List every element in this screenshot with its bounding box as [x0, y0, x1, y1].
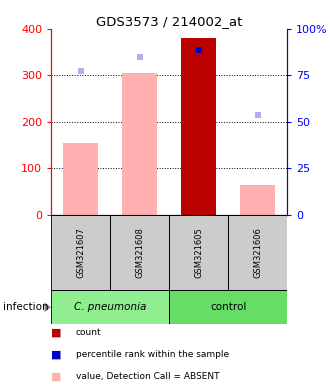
Bar [110, 215, 169, 290]
Title: GDS3573 / 214002_at: GDS3573 / 214002_at [96, 15, 242, 28]
Bar [240, 185, 275, 215]
Text: value, Detection Call = ABSENT: value, Detection Call = ABSENT [76, 372, 219, 381]
Bar [181, 38, 216, 215]
Text: GSM321608: GSM321608 [135, 227, 144, 278]
Bar [63, 143, 98, 215]
Bar [122, 73, 157, 215]
Polygon shape [45, 302, 51, 312]
Text: GSM321606: GSM321606 [253, 227, 262, 278]
Text: infection: infection [3, 302, 49, 312]
Bar [51, 215, 110, 290]
Text: ■: ■ [51, 327, 61, 337]
Bar [51, 290, 169, 324]
Text: control: control [210, 302, 246, 312]
Bar [169, 290, 287, 324]
Text: ■: ■ [51, 349, 61, 359]
Bar [228, 215, 287, 290]
Text: count: count [76, 328, 102, 337]
Text: C. pneumonia: C. pneumonia [74, 302, 146, 312]
Bar [169, 215, 228, 290]
Text: GSM321605: GSM321605 [194, 227, 203, 278]
Text: percentile rank within the sample: percentile rank within the sample [76, 350, 229, 359]
Text: ■: ■ [51, 372, 61, 382]
Text: GSM321607: GSM321607 [76, 227, 85, 278]
